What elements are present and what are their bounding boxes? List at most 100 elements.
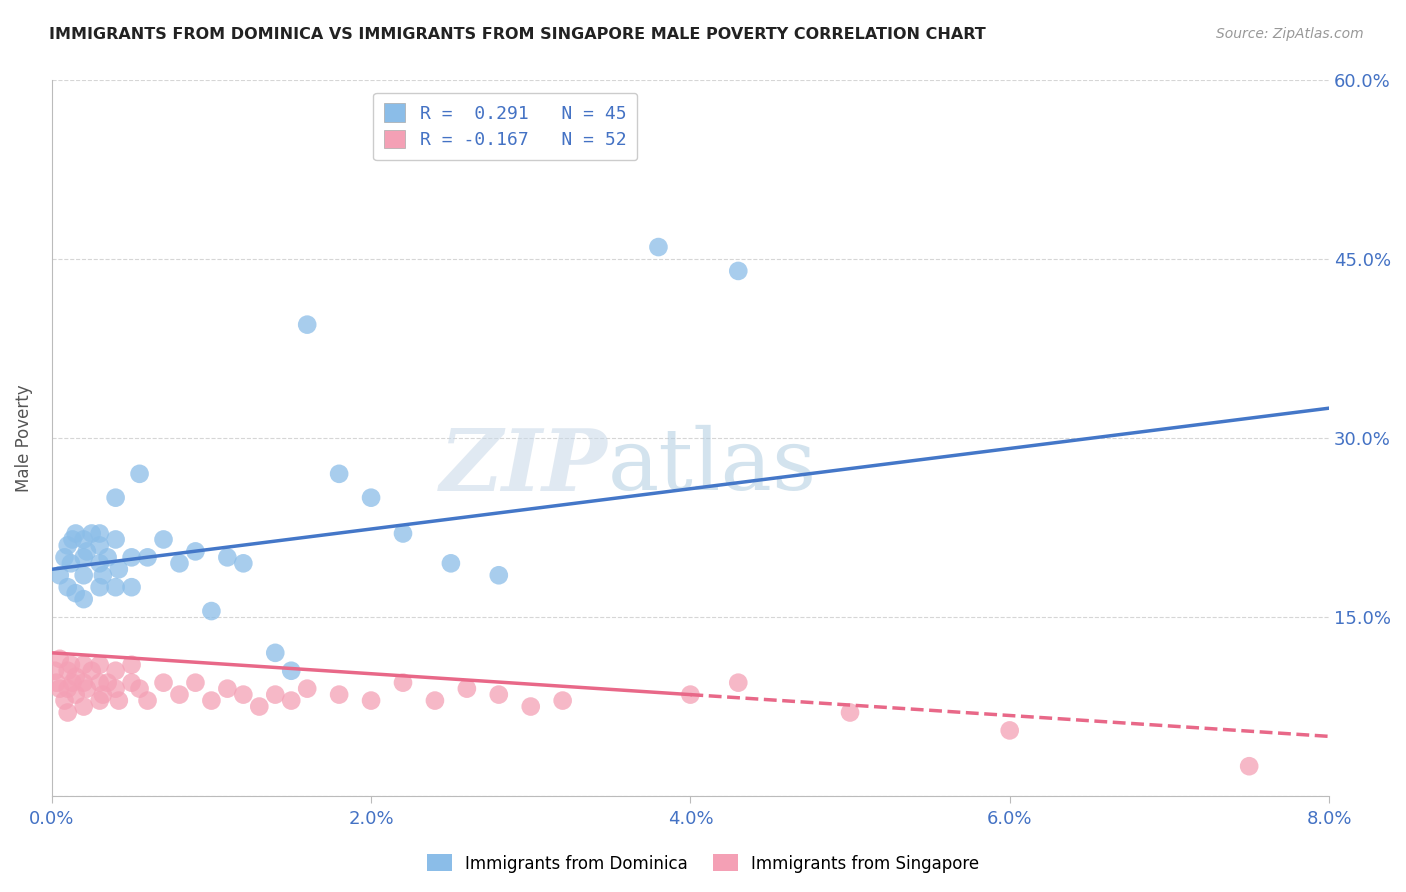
Point xyxy=(423,693,446,707)
Point xyxy=(519,133,541,147)
Point xyxy=(56,706,79,720)
Point xyxy=(727,264,749,278)
Point xyxy=(727,675,749,690)
Point xyxy=(152,533,174,547)
Text: atlas: atlas xyxy=(607,425,817,508)
Point xyxy=(76,544,98,558)
Point xyxy=(360,491,382,505)
Point xyxy=(839,706,862,720)
Point xyxy=(488,568,510,582)
Point xyxy=(73,568,96,582)
Point xyxy=(76,681,98,696)
Point xyxy=(647,240,669,254)
Point xyxy=(121,550,143,565)
Point xyxy=(53,550,76,565)
Point xyxy=(104,681,127,696)
Point xyxy=(121,580,143,594)
Point xyxy=(107,562,129,576)
Point xyxy=(232,688,254,702)
Point xyxy=(56,664,79,678)
Point xyxy=(97,675,120,690)
Point xyxy=(48,568,70,582)
Point xyxy=(65,688,87,702)
Point xyxy=(62,533,84,547)
Point xyxy=(56,538,79,552)
Point xyxy=(152,675,174,690)
Point xyxy=(456,681,478,696)
Text: ZIP: ZIP xyxy=(440,425,607,508)
Point xyxy=(73,550,96,565)
Point xyxy=(121,657,143,672)
Y-axis label: Male Poverty: Male Poverty xyxy=(15,384,32,491)
Point xyxy=(89,538,111,552)
Point xyxy=(65,586,87,600)
Point xyxy=(328,688,350,702)
Text: Source: ZipAtlas.com: Source: ZipAtlas.com xyxy=(1216,27,1364,41)
Point xyxy=(91,688,114,702)
Point xyxy=(1237,759,1260,773)
Point xyxy=(89,580,111,594)
Point xyxy=(56,681,79,696)
Point xyxy=(104,580,127,594)
Point xyxy=(56,580,79,594)
Point xyxy=(80,664,103,678)
Legend: R =  0.291   N = 45, R = -0.167   N = 52: R = 0.291 N = 45, R = -0.167 N = 52 xyxy=(373,93,637,161)
Point xyxy=(89,657,111,672)
Point xyxy=(73,675,96,690)
Point xyxy=(136,550,159,565)
Point xyxy=(65,670,87,684)
Point xyxy=(121,675,143,690)
Point xyxy=(551,693,574,707)
Point xyxy=(280,693,302,707)
Point xyxy=(89,693,111,707)
Point xyxy=(217,550,239,565)
Point xyxy=(128,467,150,481)
Point xyxy=(104,491,127,505)
Point xyxy=(360,693,382,707)
Point xyxy=(169,688,191,702)
Point xyxy=(44,664,66,678)
Point xyxy=(295,681,318,696)
Point xyxy=(48,681,70,696)
Point xyxy=(184,675,207,690)
Point xyxy=(48,652,70,666)
Point xyxy=(73,592,96,607)
Point xyxy=(392,675,415,690)
Point xyxy=(45,675,67,690)
Point xyxy=(184,544,207,558)
Point xyxy=(328,467,350,481)
Point xyxy=(59,557,82,571)
Point xyxy=(264,646,287,660)
Point xyxy=(232,557,254,571)
Point xyxy=(392,526,415,541)
Point xyxy=(80,526,103,541)
Point xyxy=(247,699,270,714)
Point xyxy=(136,693,159,707)
Point xyxy=(59,657,82,672)
Point xyxy=(200,693,222,707)
Point xyxy=(280,664,302,678)
Point xyxy=(295,318,318,332)
Point xyxy=(73,699,96,714)
Point xyxy=(73,533,96,547)
Legend: Immigrants from Dominica, Immigrants from Singapore: Immigrants from Dominica, Immigrants fro… xyxy=(420,847,986,880)
Text: IMMIGRANTS FROM DOMINICA VS IMMIGRANTS FROM SINGAPORE MALE POVERTY CORRELATION C: IMMIGRANTS FROM DOMINICA VS IMMIGRANTS F… xyxy=(49,27,986,42)
Point xyxy=(679,688,702,702)
Point xyxy=(91,568,114,582)
Point xyxy=(89,675,111,690)
Point xyxy=(128,681,150,696)
Point xyxy=(264,688,287,702)
Point xyxy=(73,657,96,672)
Point xyxy=(65,526,87,541)
Point xyxy=(519,699,541,714)
Point xyxy=(998,723,1021,738)
Point xyxy=(62,675,84,690)
Point xyxy=(53,693,76,707)
Point xyxy=(97,550,120,565)
Point xyxy=(217,681,239,696)
Point xyxy=(107,693,129,707)
Point xyxy=(89,557,111,571)
Point xyxy=(89,526,111,541)
Point xyxy=(104,533,127,547)
Point xyxy=(440,557,463,571)
